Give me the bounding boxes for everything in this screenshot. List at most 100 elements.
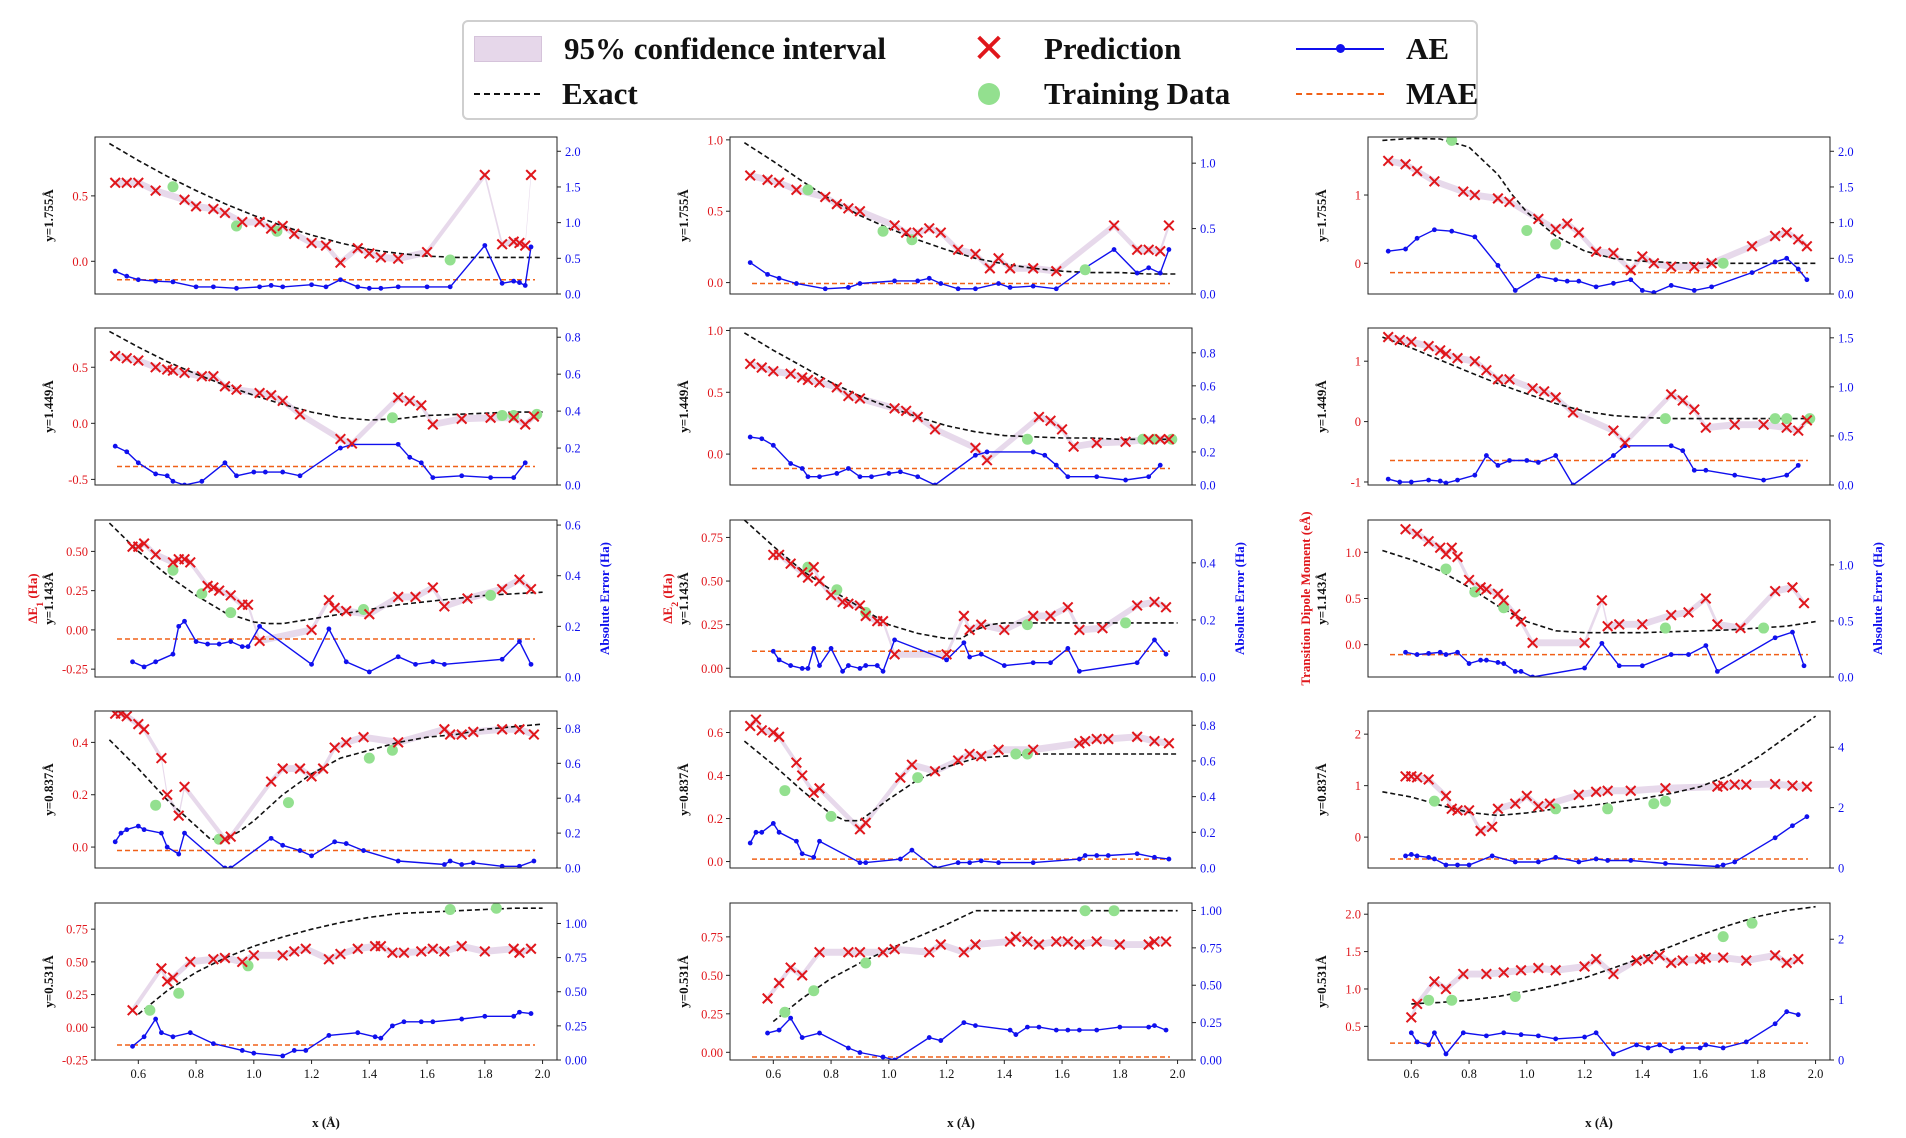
ae-point (1720, 862, 1726, 868)
ae-point (1001, 663, 1007, 668)
ae-point (280, 284, 286, 290)
y-tick-label: 0 (1355, 257, 1361, 271)
ae-point (776, 829, 782, 835)
ae-point (430, 1019, 436, 1025)
prediction-point (1045, 415, 1057, 427)
ae-point (759, 829, 765, 835)
ae-point (776, 657, 782, 663)
ae-point (794, 281, 799, 286)
ae-line (114, 443, 526, 485)
prediction-point (519, 240, 531, 252)
ae-point (857, 860, 863, 866)
prediction-point (392, 591, 404, 603)
ae-point (1030, 660, 1036, 666)
x-tick-label: 1.2 (939, 1067, 955, 1081)
ae-point (338, 277, 343, 283)
ae-point (1466, 862, 1472, 868)
training-point (1440, 563, 1452, 575)
ae-point (1426, 477, 1432, 483)
x-tick-label: 0.8 (188, 1067, 204, 1081)
ae-point (897, 856, 903, 862)
prediction-point (889, 943, 901, 955)
y-tick-label: 0.75 (701, 930, 723, 944)
ae-point (1134, 660, 1140, 666)
ae-point (1403, 649, 1408, 655)
ae-point (234, 285, 239, 291)
prediction-point (1148, 596, 1160, 608)
prediction-point (1033, 939, 1045, 951)
ae-point (395, 858, 401, 864)
training-point (860, 957, 872, 969)
ae-point (280, 469, 286, 475)
exact-line (1382, 137, 1816, 265)
prediction-point (161, 975, 173, 988)
prediction-point (1486, 821, 1498, 833)
x-tick-label: 1.8 (1750, 1067, 1766, 1081)
y-tick-label: -0.25 (62, 663, 88, 677)
prediction-point (1154, 245, 1166, 257)
ae-point (1714, 864, 1720, 868)
prediction-point (1619, 437, 1631, 449)
prediction-point (984, 262, 996, 274)
training-point (1079, 905, 1091, 917)
ae-point (531, 858, 537, 864)
prediction-point (842, 946, 854, 958)
ae-point (1714, 668, 1720, 674)
prediction-point (993, 252, 1005, 264)
prediction-point (773, 549, 785, 561)
prediction-point (969, 248, 981, 260)
y-tick-label: -0.25 (62, 1054, 88, 1068)
y2-tick-label: 1.5 (1838, 180, 1854, 194)
prediction-point (1079, 735, 1091, 747)
prediction-point (1700, 952, 1712, 964)
y2-tick-label: 1 (1838, 993, 1844, 1007)
prediction-point (323, 594, 335, 606)
prediction-point (1457, 186, 1469, 198)
prediction-point (1440, 983, 1452, 995)
prediction-point (184, 556, 196, 568)
y2-tick-label: 0.6 (565, 519, 581, 533)
ae-point (1466, 661, 1472, 666)
y-tick-label: 1.0 (707, 133, 723, 147)
subplot-r4-c2: 0.5 1.0 1.5 2.0 0 1 2 0.6 0.8 1.0 1.2 1.4 1.6 1.8 2.0 y… (1314, 902, 1844, 1130)
ae-point (1686, 652, 1691, 657)
training-point (1108, 905, 1120, 917)
ae-point (817, 474, 822, 480)
ae-point (326, 1033, 332, 1038)
training-point (196, 588, 208, 600)
prediction-point (1423, 535, 1435, 547)
ae-point (124, 449, 130, 455)
ae-point (1013, 1032, 1019, 1037)
training-point (282, 797, 294, 809)
ae-point (1094, 1027, 1100, 1033)
prediction-point (1769, 949, 1781, 961)
row-label: y=1.143Å (1314, 572, 1329, 625)
ae-point (811, 646, 817, 651)
ae-point (880, 668, 886, 674)
ae-point (1134, 270, 1140, 276)
prediction-point (265, 776, 277, 788)
ae-point (765, 271, 770, 277)
exact-line (743, 142, 1178, 275)
prediction-point (1706, 257, 1718, 269)
y2-tick-label: 0 (1838, 1054, 1844, 1068)
prediction-point (179, 781, 191, 793)
prediction-point (1636, 250, 1648, 262)
prediction-point (842, 390, 854, 402)
training-point (242, 960, 254, 972)
ae-point (1599, 640, 1605, 646)
prediction-point (1786, 780, 1798, 792)
training-point (167, 181, 179, 193)
prediction-point (1579, 637, 1591, 649)
prediction-point (438, 600, 450, 612)
ae-point (182, 830, 187, 836)
ae-point (776, 1027, 782, 1033)
x-tick-label: 0.8 (823, 1067, 839, 1081)
prediction-point (964, 624, 976, 636)
ae-point (1111, 247, 1117, 252)
prediction-point (1607, 425, 1619, 437)
prediction-point (1163, 433, 1175, 445)
exact-line (743, 332, 1178, 441)
y-tick-label: 0.00 (701, 1046, 723, 1060)
ae-point (840, 668, 846, 674)
